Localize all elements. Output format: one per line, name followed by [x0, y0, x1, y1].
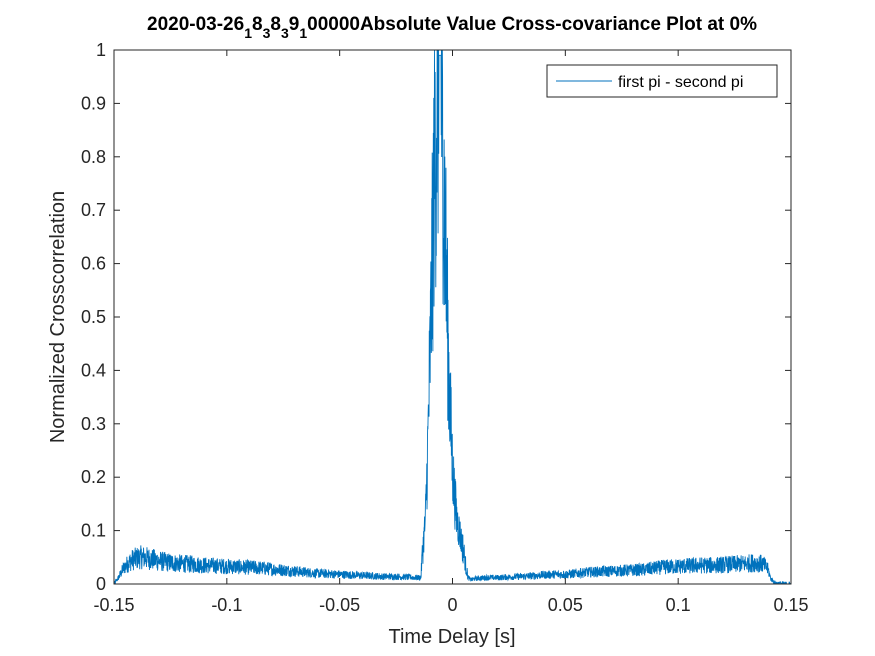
- x-axis-label: Time Delay [s]: [388, 626, 515, 648]
- y-tick-label: 0.4: [81, 360, 106, 380]
- x-tick-labels: -0.15 -0.1 -0.05 0 0.05 0.1 0.15: [93, 595, 808, 615]
- y-tick-label: 0.6: [81, 254, 106, 274]
- y-tick-label: 0.9: [81, 93, 106, 113]
- legend: first pi - second pi: [546, 64, 778, 98]
- x-tick-label: -0.1: [211, 595, 242, 615]
- x-tick-label: 0.15: [773, 595, 808, 615]
- plot-area: [114, 50, 791, 584]
- x-tick-label: -0.05: [319, 595, 360, 615]
- x-tick-label: 0.1: [666, 595, 691, 615]
- x-tick-label: 0: [447, 595, 457, 615]
- y-tick-label: 0.7: [81, 200, 106, 220]
- axis-ticks: [113, 49, 792, 585]
- legend-entry-label: first pi - second pi: [618, 74, 743, 91]
- y-tick-label: 0.3: [81, 414, 106, 434]
- y-tick-label: 0.8: [81, 147, 106, 167]
- y-tick-label: 0: [96, 574, 106, 594]
- x-tick-label: 0.05: [548, 595, 583, 615]
- y-axis-label: Normalized Crosscorrelation: [47, 191, 69, 443]
- y-tick-label: 0.2: [81, 467, 106, 487]
- y-tick-label: 0.1: [81, 521, 106, 541]
- series-line-0: [114, 50, 791, 584]
- chart-title: 2020-03-26183839100000Absolute Value Cro…: [147, 14, 757, 41]
- y-tick-label: 1: [96, 40, 106, 60]
- x-tick-label: -0.15: [93, 595, 134, 615]
- axes-box: [113, 49, 792, 585]
- y-tick-labels: 0 0.1 0.2 0.3 0.4 0.5 0.6 0.7 0.8 0.9 1: [81, 40, 106, 594]
- y-tick-label: 0.5: [81, 307, 106, 327]
